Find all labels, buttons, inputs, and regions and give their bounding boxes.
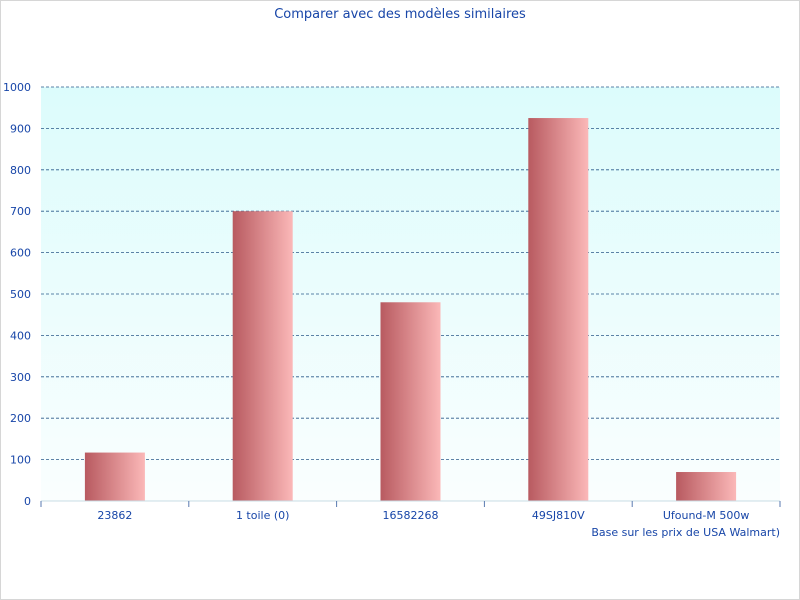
bar-49sj810v <box>528 118 589 502</box>
x-category-label: 49SJ810V <box>532 509 585 522</box>
x-category-label: 1 toile (0) <box>236 509 290 522</box>
y-tick-label: 700 <box>10 205 31 218</box>
bar-1-toile-0- <box>232 211 293 501</box>
y-tick-label: 900 <box>10 122 31 135</box>
y-tick-label: 600 <box>10 247 31 260</box>
y-tick-label: 500 <box>10 288 31 301</box>
bar-ufound-m-500w <box>676 472 737 501</box>
y-axis-ticks: 0 100 200 300 400 500 600 700 800 900 1000 <box>3 81 31 508</box>
y-tick-label: 200 <box>10 412 31 425</box>
x-category-label: 16582268 <box>383 509 439 522</box>
y-tick-label: 300 <box>10 371 31 384</box>
x-axis-labels: 23862 1 toile (0) 16582268 49SJ810V Ufound-M… <box>97 509 749 522</box>
y-tick-label: 400 <box>10 329 31 342</box>
bar-23862 <box>84 452 145 501</box>
y-tick-label: 0 <box>24 495 31 508</box>
x-axis <box>40 500 781 507</box>
chart-footnote: Base sur les prix de USA Walmart) <box>591 526 780 539</box>
bars <box>84 118 737 502</box>
chart-title: Comparer avec des modèles similaires <box>274 7 526 22</box>
y-tick-label: 100 <box>10 454 31 467</box>
y-tick-label: 1000 <box>3 81 31 94</box>
gridlines <box>41 86 780 461</box>
x-category-label: 23862 <box>97 509 132 522</box>
x-category-label: Ufound-M 500w <box>663 509 750 522</box>
y-tick-label: 800 <box>10 164 31 177</box>
bar-16582268 <box>380 302 441 501</box>
